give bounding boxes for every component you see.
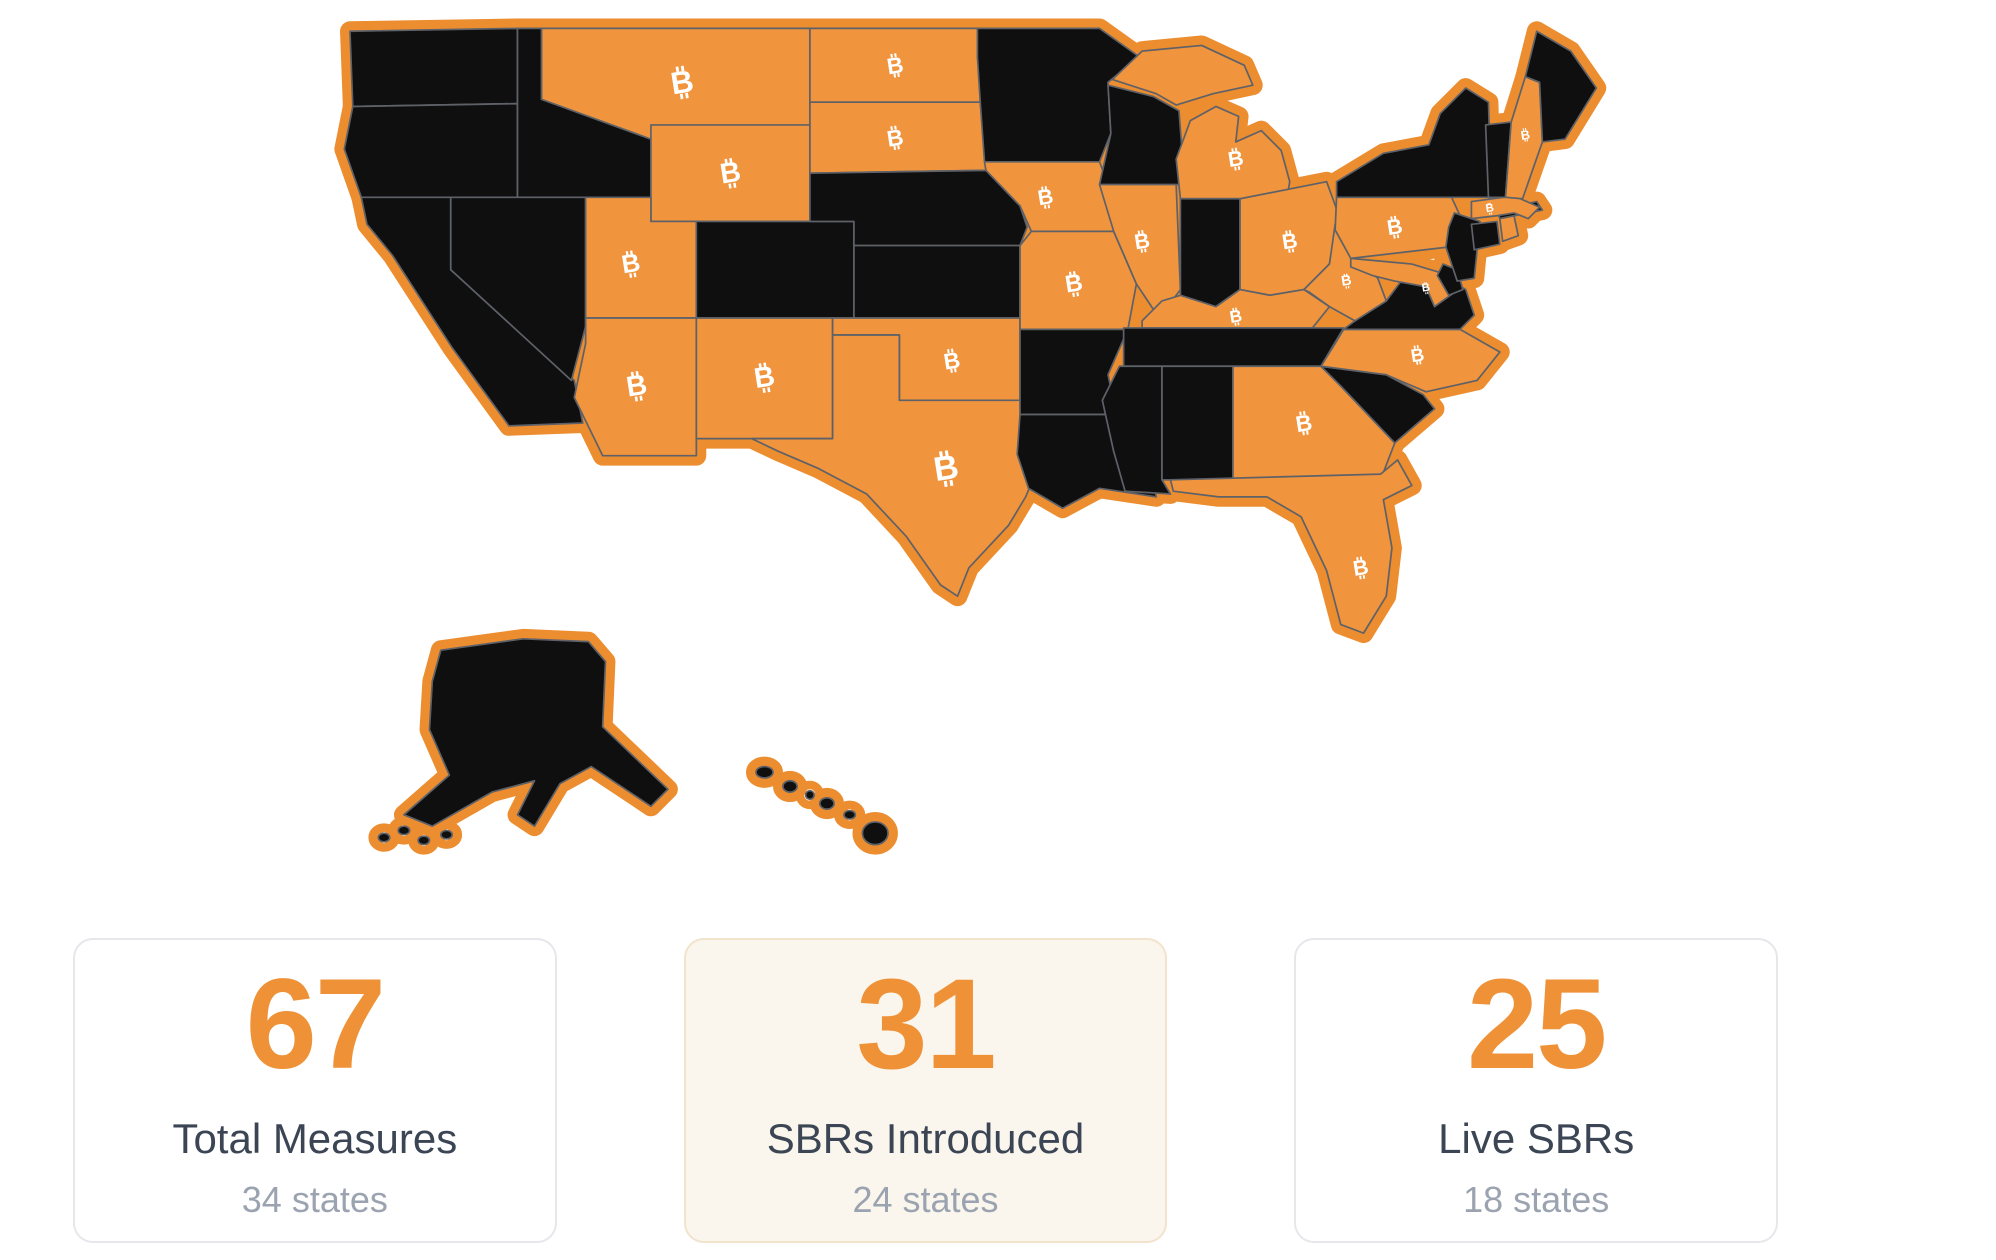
bitcoin-icon: B bbox=[1409, 343, 1425, 366]
bitcoin-icon: B bbox=[1385, 214, 1404, 240]
state-west-virginia[interactable] bbox=[1303, 220, 1388, 322]
bitcoin-icon: B bbox=[1228, 306, 1243, 327]
svg-text:B: B bbox=[885, 51, 905, 79]
bitcoin-icon: B bbox=[1351, 555, 1370, 581]
svg-text:B: B bbox=[1133, 228, 1152, 254]
svg-text:B: B bbox=[620, 249, 643, 280]
bitcoin-icon: B bbox=[624, 369, 649, 404]
svg-text:B: B bbox=[1421, 282, 1431, 295]
state-washington[interactable] bbox=[349, 27, 519, 108]
bitcoin-icon: B bbox=[1036, 184, 1055, 210]
svg-text:B: B bbox=[1340, 272, 1353, 289]
state-colorado[interactable] bbox=[695, 220, 855, 319]
live-sbrs-label: Live SBRs bbox=[1438, 1114, 1635, 1162]
svg-text:B: B bbox=[1520, 127, 1531, 143]
bitcoin-icon: B bbox=[942, 346, 962, 374]
bitcoin-icon: B bbox=[1485, 202, 1495, 215]
svg-text:B: B bbox=[1485, 202, 1495, 215]
svg-text:B: B bbox=[1228, 306, 1243, 327]
stat-card-live-sbrs: 25 Live SBRs 18 states bbox=[1294, 938, 1779, 1243]
svg-text:B: B bbox=[1385, 214, 1404, 240]
bitcoin-icon: B bbox=[931, 448, 961, 489]
svg-text:B: B bbox=[1036, 184, 1055, 210]
bitcoin-icon: B bbox=[1226, 146, 1245, 172]
state-north-carolina[interactable] bbox=[1320, 328, 1501, 393]
bitcoin-icon: B bbox=[1280, 228, 1299, 254]
sbrs-introduced-value: 31 bbox=[856, 952, 996, 1096]
state-maryland[interactable] bbox=[1349, 257, 1456, 308]
svg-text:B: B bbox=[942, 346, 962, 374]
state-alabama[interactable] bbox=[1161, 365, 1234, 481]
state-minnesota[interactable] bbox=[976, 27, 1141, 163]
bitcoin-icon: B bbox=[1520, 127, 1531, 143]
bitcoin-icon: B bbox=[718, 156, 743, 191]
us-bitcoin-reserve-map: B B B B B B B B B B B B B B B B B B B B B B B bbox=[310, 0, 1730, 900]
bitcoin-icon: B bbox=[752, 360, 777, 395]
svg-text:B: B bbox=[1409, 343, 1425, 366]
svg-text:B: B bbox=[1063, 269, 1084, 298]
bitcoin-symbols-layer: B B B B B B B B B B B B B B B B B B B B B B B bbox=[620, 51, 1531, 581]
bitcoin-icon: B bbox=[1063, 269, 1084, 298]
state-hawaii[interactable] bbox=[755, 765, 889, 846]
stats-row: 67 Total Measures 34 states 31 SBRs Intr… bbox=[73, 938, 1779, 1243]
live-sbrs-states: 18 states bbox=[1463, 1178, 1610, 1220]
sbrs-introduced-label: SBRs Introduced bbox=[766, 1114, 1085, 1162]
bitcoin-icon: B bbox=[620, 249, 643, 280]
state-florida[interactable] bbox=[1169, 459, 1413, 634]
state-michigan[interactable] bbox=[1111, 44, 1291, 200]
svg-text:B: B bbox=[885, 124, 905, 152]
state-oregon[interactable] bbox=[343, 102, 519, 199]
svg-text:B: B bbox=[1351, 555, 1370, 581]
live-sbrs-value: 25 bbox=[1466, 952, 1607, 1096]
svg-text:B: B bbox=[1280, 228, 1299, 254]
bitcoin-icon: B bbox=[1133, 228, 1152, 254]
state-maine[interactable] bbox=[1524, 30, 1598, 143]
state-connecticut[interactable] bbox=[1470, 220, 1501, 251]
state-kansas[interactable] bbox=[853, 244, 1021, 319]
total-measures-label: Total Measures bbox=[172, 1114, 458, 1162]
state-alaska[interactable] bbox=[377, 637, 669, 846]
total-measures-states: 34 states bbox=[241, 1178, 388, 1220]
us-map-svg: B B B B B B B B B B B B B B B B B B B B B B B bbox=[334, 18, 1607, 855]
state-indiana[interactable] bbox=[1179, 197, 1241, 308]
state-nevada[interactable] bbox=[449, 196, 587, 382]
total-measures-value: 67 bbox=[245, 952, 386, 1096]
map-states-layer bbox=[343, 27, 1598, 846]
svg-text:B: B bbox=[1226, 146, 1245, 172]
state-texas[interactable] bbox=[750, 334, 1041, 598]
state-rhode-island[interactable] bbox=[1498, 214, 1520, 243]
bitcoin-icon: B bbox=[1294, 409, 1314, 437]
sbrs-introduced-states: 24 states bbox=[852, 1178, 999, 1220]
bitcoin-icon: B bbox=[885, 124, 905, 152]
stat-card-total-measures: 67 Total Measures 34 states bbox=[73, 938, 557, 1243]
stat-card-sbrs-introduced: 31 SBRs Introduced 24 states bbox=[683, 938, 1168, 1243]
bitcoin-icon: B bbox=[668, 63, 696, 101]
bitcoin-icon: B bbox=[1340, 272, 1353, 289]
bitcoin-icon: B bbox=[885, 51, 905, 79]
state-tennessee[interactable] bbox=[1122, 327, 1345, 368]
bitcoin-icon: B bbox=[1421, 282, 1431, 295]
svg-text:B: B bbox=[1294, 409, 1314, 437]
